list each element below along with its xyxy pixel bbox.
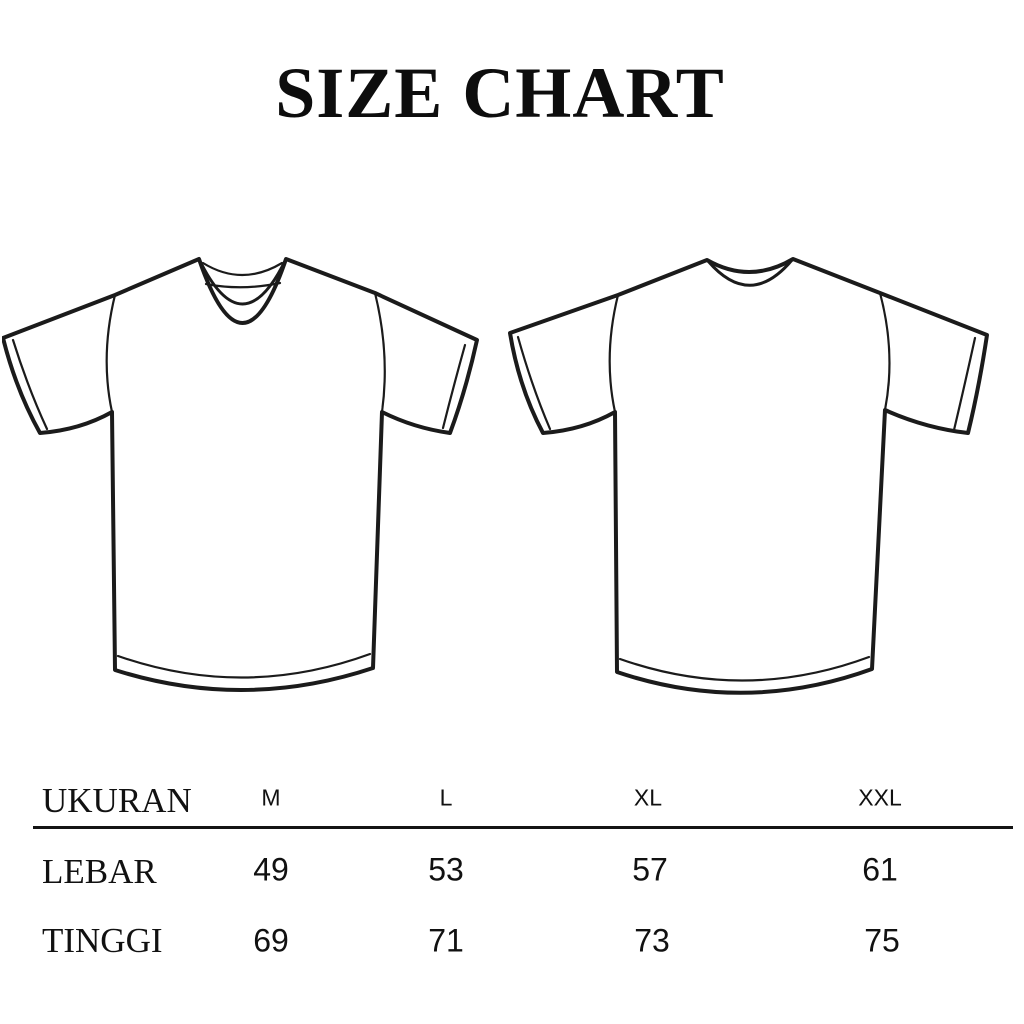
table-header-divider: [33, 826, 1013, 829]
tinggi-xxl: 75: [864, 922, 900, 959]
tshirt-back-illustration: [508, 257, 989, 695]
tinggi-xl: 73: [634, 922, 670, 959]
lebar-xxl: 61: [862, 851, 898, 888]
tinggi-l: 71: [428, 922, 464, 959]
back-hem-seam: [618, 655, 871, 682]
size-col-xxl: XXL: [858, 784, 902, 811]
back-left-armhole-seam: [608, 293, 620, 414]
back-shirt-outline: [508, 257, 989, 695]
back-right-cuff-seam: [952, 336, 977, 432]
back-collar-band-edge: [706, 258, 794, 287]
lebar-xl: 57: [632, 851, 668, 888]
back-right-armhole-seam: [878, 291, 891, 412]
front-left-armhole-seam: [105, 293, 117, 414]
tshirt-front-illustration: [2, 257, 479, 692]
table-header-ukuran: UKURAN: [42, 781, 192, 820]
row-label-lebar: LEBAR: [42, 852, 157, 891]
front-back-neck-arc: [201, 261, 284, 277]
size-col-m: M: [261, 784, 281, 811]
lebar-l: 53: [428, 851, 464, 888]
row-label-tinggi: TINGGI: [42, 921, 163, 960]
front-right-armhole-seam: [373, 291, 386, 414]
lebar-m: 49: [253, 851, 289, 888]
front-collar-inner-edge: [197, 257, 288, 306]
size-col-xl: XL: [633, 784, 663, 811]
tinggi-m: 69: [253, 922, 289, 959]
page-title: SIZE CHART: [275, 53, 725, 133]
back-left-cuff-seam: [516, 335, 552, 431]
front-hem-seam: [116, 652, 372, 679]
size-col-l: L: [439, 784, 453, 811]
front-right-cuff-seam: [441, 343, 467, 430]
front-left-cuff-seam: [11, 338, 49, 431]
front-shirt-outline: [2, 257, 479, 692]
front-back-neck-chord: [204, 281, 282, 289]
